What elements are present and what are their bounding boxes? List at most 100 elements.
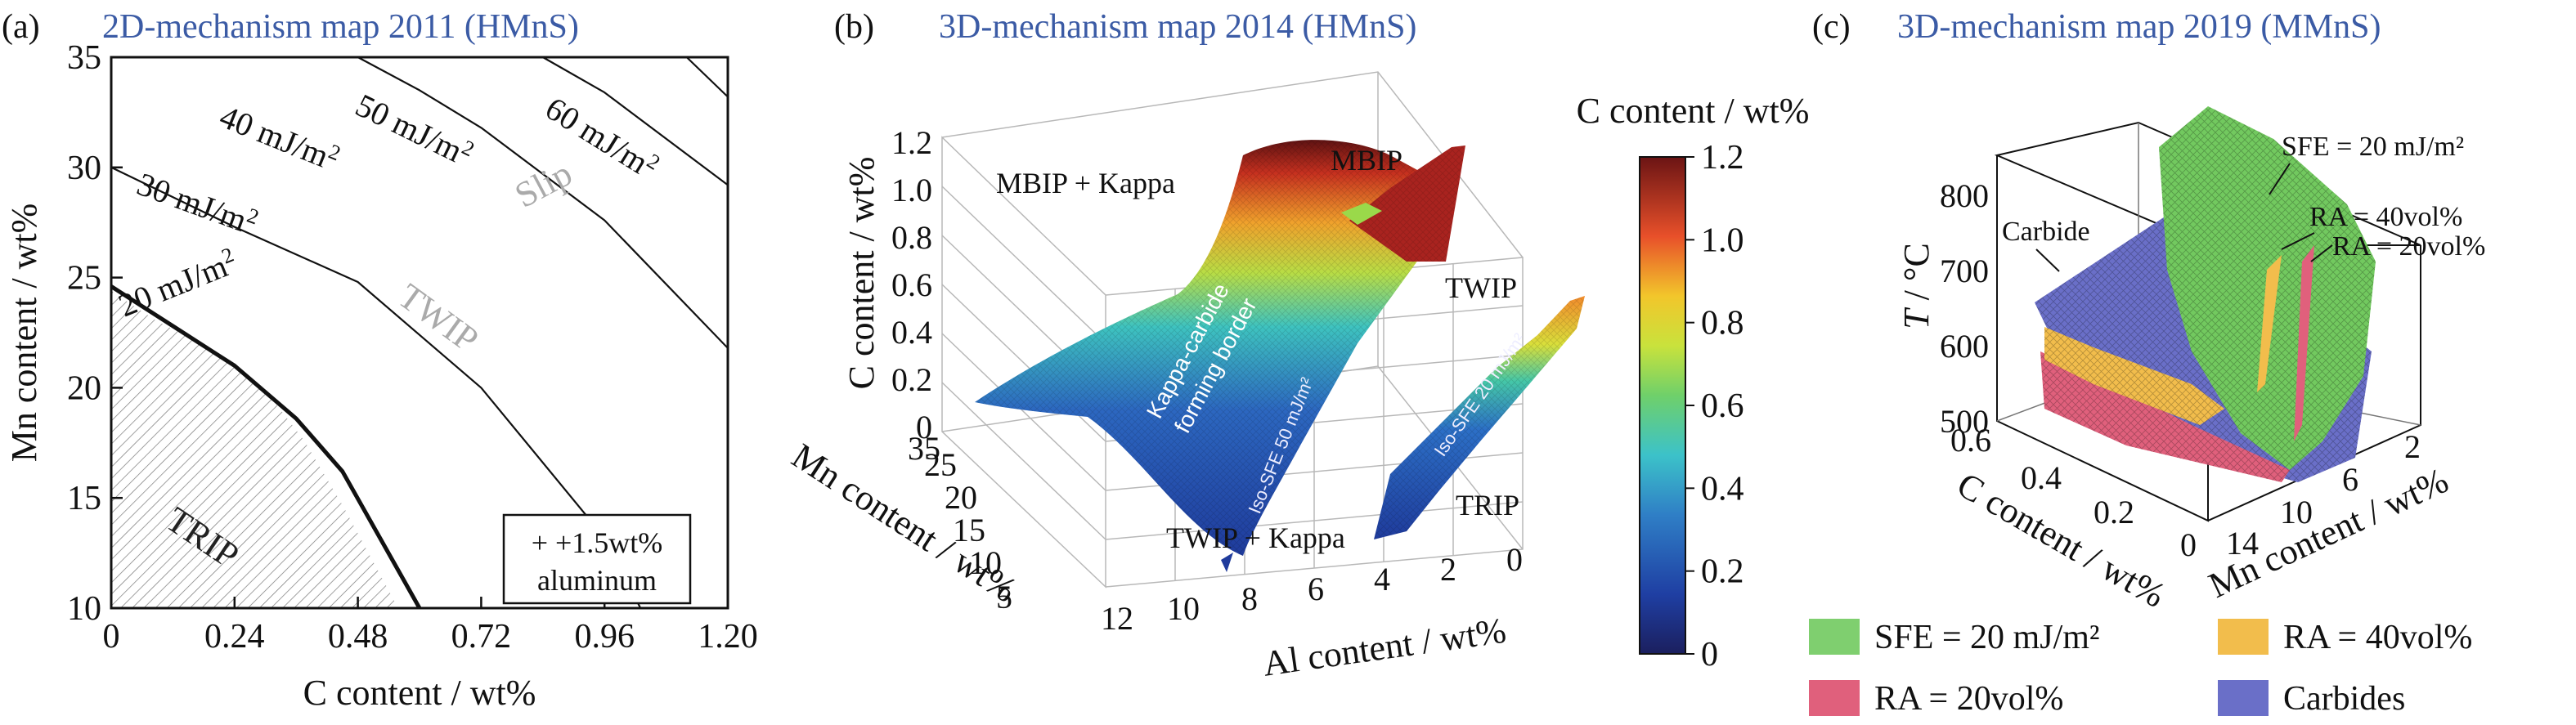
iso-sfe-line-20 bbox=[110, 284, 422, 610]
c-c-tick-label: 0.2 bbox=[2094, 494, 2134, 530]
annot-ra40: RA = 40vol% bbox=[2309, 202, 2462, 232]
colorbar bbox=[1639, 156, 1686, 655]
b-mn-tick-label: 25 bbox=[924, 446, 957, 483]
colorbar-title: C content / wt% bbox=[1577, 91, 1810, 131]
panel-a-ylabel: Mn content / wt% bbox=[4, 204, 44, 463]
b-al-tick-label: 6 bbox=[1308, 571, 1324, 607]
panel-a: (a) 2D-mechanism map 2011 (HMnS) 0 0.24 0.… bbox=[2, 8, 758, 713]
c-mn-tick-label: 6 bbox=[2342, 461, 2358, 498]
b-al-tick-label: 8 bbox=[1241, 580, 1258, 617]
region-twip-kappa: TWIP + Kappa bbox=[1166, 521, 1345, 554]
colorbar-tick-label: 0.6 bbox=[1701, 387, 1744, 425]
b-al-tick-label: 0 bbox=[1506, 541, 1523, 578]
colorbar-tick-label: 1.2 bbox=[1701, 139, 1744, 177]
c-t-tick-label: 600 bbox=[1940, 328, 1989, 365]
region-twip: TWIP bbox=[1445, 271, 1517, 304]
panel-b-allabel: Al content / wt% bbox=[1260, 611, 1508, 684]
trip-region bbox=[111, 291, 398, 608]
b-al-tick-label: 2 bbox=[1440, 551, 1456, 588]
c-t-tick-label: 700 bbox=[1940, 253, 1989, 289]
region-label-twip: TWIP bbox=[391, 275, 486, 360]
b-z-tick-label: 0.8 bbox=[891, 219, 932, 256]
panel-c: (c) 3D-mechanism map 2019 (MMnS) SFE = 2… bbox=[1809, 8, 2485, 718]
annot-ra20: RA = 20vol% bbox=[2332, 231, 2485, 262]
c-c-tick-label: 0.4 bbox=[2021, 459, 2062, 496]
y-tick-label: 35 bbox=[67, 39, 101, 77]
y-tick-label: 30 bbox=[67, 150, 101, 187]
colorbar-tick-label: 0 bbox=[1701, 636, 1718, 674]
b-z-tick-label: 0.6 bbox=[891, 266, 932, 303]
legend-label: RA = 20vol% bbox=[1874, 680, 2063, 718]
legend-swatch bbox=[1809, 619, 1860, 655]
panel-c-tlabel: T / °C bbox=[1896, 243, 1936, 329]
b-mn-tick-label: 15 bbox=[953, 512, 985, 548]
legend-label: SFE = 20 mJ/m² bbox=[1874, 619, 2100, 656]
y-tick-label: 15 bbox=[67, 480, 101, 517]
c-c-tick-label: 0 bbox=[2180, 526, 2197, 563]
legend-label: Carbides bbox=[2283, 680, 2405, 718]
colorbar-tick-label: 1.0 bbox=[1701, 222, 1744, 259]
region-label-slip: Slip bbox=[509, 153, 579, 216]
legend-swatch bbox=[2218, 619, 2269, 655]
y-tick-label: 20 bbox=[67, 369, 101, 407]
b-mn-tick-label: 20 bbox=[945, 479, 977, 516]
b-z-tick-label: 1.0 bbox=[891, 172, 932, 208]
region-mbip: MBIP bbox=[1331, 144, 1402, 177]
annot-sfe: SFE = 20 mJ/m² bbox=[2282, 132, 2464, 162]
x-tick-label: 0 bbox=[103, 618, 120, 656]
x-tick-label: 1.20 bbox=[698, 618, 758, 656]
c-mn-tick-label: 2 bbox=[2404, 428, 2421, 465]
c-t-tick-label: 500 bbox=[1940, 403, 1989, 440]
aluminum-note-line2: aluminum bbox=[537, 564, 657, 597]
panel-c-ticks: 500 600 700 800 0.6 0.4 0.2 0 14 10 6 2 bbox=[1940, 177, 2421, 563]
colorbar-tick-label: 0.8 bbox=[1701, 305, 1744, 342]
b-al-tick-label: 10 bbox=[1167, 590, 1200, 627]
c-t-tick-label: 800 bbox=[1940, 177, 1989, 214]
iso-sfe-line-50 bbox=[542, 56, 729, 186]
legend-label: RA = 40vol% bbox=[2283, 619, 2472, 656]
region-mbip-kappa: MBIP + Kappa bbox=[996, 167, 1175, 199]
region-trip: TRIP bbox=[1456, 489, 1519, 521]
x-tick-label: 0.72 bbox=[451, 618, 512, 656]
panel-a-letter: (a) bbox=[2, 8, 40, 46]
annot-carbide: Carbide bbox=[2002, 217, 2090, 247]
b-z-tick-label: 0.2 bbox=[891, 361, 932, 398]
c-mn-tick-label: 14 bbox=[2226, 525, 2259, 562]
colorbar-tick-label: 0.4 bbox=[1701, 470, 1744, 508]
panel-b-letter: (b) bbox=[834, 8, 874, 46]
panel-b-title: 3D-mechanism map 2014 (HMnS) bbox=[939, 8, 1416, 46]
y-tick-label: 25 bbox=[67, 260, 101, 298]
panel-c-title: 3D-mechanism map 2019 (MMnS) bbox=[1897, 8, 2381, 46]
b-al-tick-label: 12 bbox=[1101, 600, 1133, 637]
colorbar-tick-label: 0.2 bbox=[1701, 553, 1744, 591]
iso-sfe-line-40 bbox=[357, 56, 729, 349]
b-z-tick-label: 1.2 bbox=[891, 124, 932, 161]
panel-b-zlabel: C content / wt% bbox=[841, 157, 882, 390]
b-mn-tick-label: 35 bbox=[908, 430, 940, 467]
panel-c-letter: (c) bbox=[1812, 8, 1851, 46]
b-al-tick-label: 4 bbox=[1374, 561, 1390, 597]
iso-sfe-line-60 bbox=[685, 56, 729, 98]
x-tick-label: 0.96 bbox=[574, 618, 635, 656]
legend-swatch bbox=[1809, 680, 1860, 716]
colorbar-ticks: 0 0.2 0.4 0.6 0.8 1.0 1.2 bbox=[1685, 139, 1744, 674]
c-c-tick-label: 0.6 bbox=[1950, 422, 1991, 459]
b-mn-tick-label: 5 bbox=[996, 579, 1012, 615]
c-mn-tick-label: 10 bbox=[2280, 494, 2313, 530]
aluminum-note-box bbox=[502, 513, 692, 605]
panel-b-mnlabel: Mn content / wt% bbox=[785, 436, 1024, 610]
panel-a-xlabel: C content / wt% bbox=[303, 673, 536, 713]
aluminum-note-line1: + +1.5wt% bbox=[532, 526, 663, 559]
x-tick-label: 0.48 bbox=[328, 618, 388, 656]
b-mn-tick-label: 10 bbox=[969, 544, 1002, 581]
y-tick-label: 10 bbox=[67, 590, 101, 628]
panel-c-legend: SFE = 20 mJ/m² RA = 40vol% RA = 20vol% Carb… bbox=[1809, 619, 2472, 718]
x-tick-label: 0.24 bbox=[204, 618, 265, 656]
legend-swatch bbox=[2218, 680, 2269, 716]
label-20-mj: 20 mJ/m2 bbox=[113, 243, 242, 324]
label-50-mj: 50 mJ/m2 bbox=[350, 86, 478, 174]
panel-b: (b) 3D-mechanism map 2014 (HMnS) bbox=[785, 8, 1810, 684]
panel-a-title: 2D-mechanism map 2011 (HMnS) bbox=[102, 8, 579, 46]
